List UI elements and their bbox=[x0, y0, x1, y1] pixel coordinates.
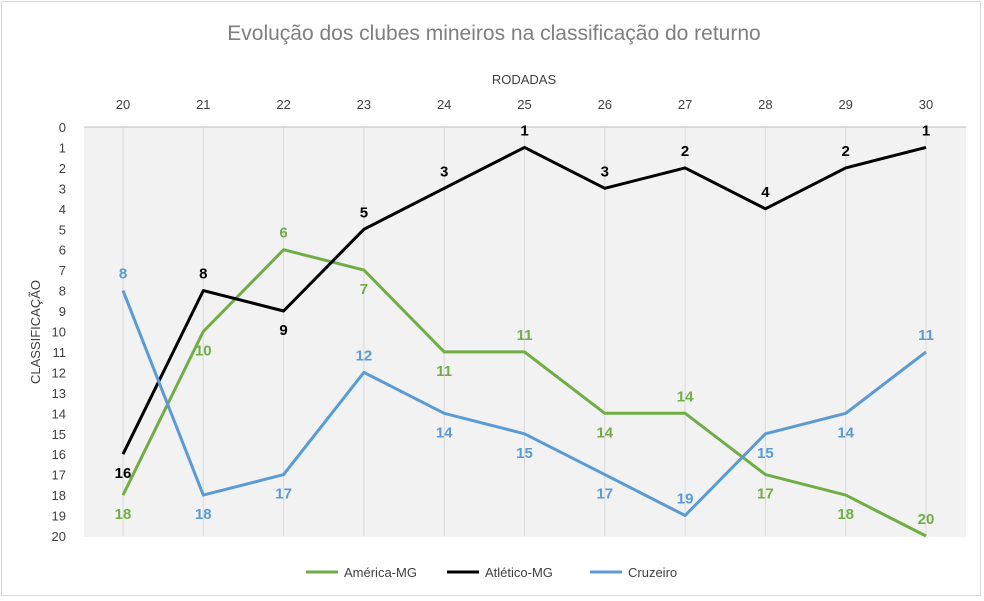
y-tick-label: 7 bbox=[59, 263, 66, 278]
data-label: 17 bbox=[275, 486, 292, 503]
y-tick-label: 13 bbox=[52, 386, 66, 401]
data-label: 15 bbox=[516, 445, 533, 462]
data-label: 4 bbox=[761, 184, 770, 201]
x-tick-label: 29 bbox=[838, 97, 852, 112]
data-label: 18 bbox=[837, 506, 854, 523]
x-tick-label: 26 bbox=[598, 97, 612, 112]
legend-label: América-MG bbox=[344, 565, 417, 580]
y-tick-label: 15 bbox=[52, 427, 66, 442]
y-tick-label: 17 bbox=[52, 468, 66, 483]
x-tick-label: 27 bbox=[678, 97, 692, 112]
data-label: 18 bbox=[115, 506, 132, 523]
y-tick-label: 10 bbox=[52, 325, 66, 340]
series-line-2 bbox=[121, 290, 927, 517]
data-label: 14 bbox=[837, 424, 854, 441]
y-tick-label: 2 bbox=[59, 161, 66, 176]
y-tick-label: 14 bbox=[52, 406, 66, 421]
data-label: 17 bbox=[757, 486, 774, 503]
y-tick-label: 9 bbox=[59, 304, 66, 319]
y-tick-label: 12 bbox=[52, 365, 66, 380]
data-label: 2 bbox=[842, 143, 850, 160]
x-tick-label: 24 bbox=[437, 97, 451, 112]
data-label: 5 bbox=[360, 204, 368, 221]
data-label: 8 bbox=[119, 266, 127, 283]
y-tick-label: 6 bbox=[59, 243, 66, 258]
y-tick-label: 19 bbox=[52, 509, 66, 524]
x-tick-label: 20 bbox=[116, 97, 130, 112]
data-label: 14 bbox=[596, 424, 613, 441]
data-label: 12 bbox=[356, 347, 373, 364]
data-label: 15 bbox=[757, 445, 774, 462]
data-label: 1 bbox=[520, 122, 528, 139]
x-axis-title: RODADAS bbox=[492, 72, 557, 87]
data-label: 20 bbox=[918, 511, 935, 528]
data-label: 10 bbox=[195, 343, 212, 360]
y-tick-label: 5 bbox=[59, 222, 66, 237]
data-label: 16 bbox=[115, 465, 132, 482]
data-label: 18 bbox=[195, 506, 212, 523]
y-tick-label: 4 bbox=[59, 202, 66, 217]
y-tick-label: 3 bbox=[59, 181, 66, 196]
x-tick-label: 25 bbox=[517, 97, 531, 112]
y-axis-title: CLASSIFICAÇÃO bbox=[28, 280, 43, 384]
x-tick-label: 30 bbox=[919, 97, 933, 112]
data-label: 11 bbox=[436, 363, 452, 380]
legend-label: Atlético-MG bbox=[485, 565, 553, 580]
data-label: 7 bbox=[360, 281, 368, 298]
data-label: 11 bbox=[918, 327, 934, 344]
series-line-1 bbox=[121, 145, 927, 455]
x-tick-label: 22 bbox=[276, 97, 290, 112]
data-label: 11 bbox=[517, 327, 533, 344]
data-label: 3 bbox=[601, 163, 609, 180]
data-label: 1 bbox=[922, 122, 930, 139]
data-label: 14 bbox=[677, 388, 694, 405]
y-tick-label: 8 bbox=[59, 284, 66, 299]
series-line-0 bbox=[121, 248, 927, 538]
legend-label: Cruzeiro bbox=[628, 565, 677, 580]
y-tick-label: 11 bbox=[53, 345, 67, 360]
data-label: 17 bbox=[596, 486, 613, 503]
y-tick-label: 20 bbox=[52, 529, 66, 544]
data-label: 8 bbox=[199, 266, 207, 283]
data-label: 14 bbox=[436, 424, 453, 441]
x-tick-label: 28 bbox=[758, 97, 772, 112]
y-tick-label: 0 bbox=[59, 120, 66, 135]
x-tick-label: 21 bbox=[196, 97, 210, 112]
data-label: 6 bbox=[279, 225, 287, 242]
chart-title: Evolução dos clubes mineiros na classifi… bbox=[227, 22, 760, 45]
data-label: 2 bbox=[681, 143, 689, 160]
y-tick-label: 18 bbox=[52, 488, 66, 503]
y-tick-label: 16 bbox=[52, 447, 66, 462]
data-label: 19 bbox=[677, 491, 694, 508]
data-label: 9 bbox=[279, 322, 287, 339]
x-tick-label: 23 bbox=[357, 97, 371, 112]
y-tick-label: 1 bbox=[59, 140, 66, 155]
data-label: 3 bbox=[440, 163, 448, 180]
